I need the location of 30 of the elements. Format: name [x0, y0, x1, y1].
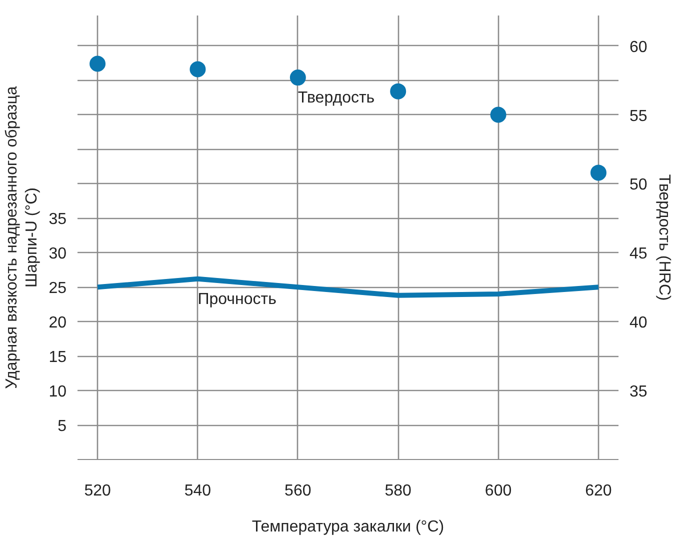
y2-tick-label: 55: [630, 108, 648, 125]
x-tick-label: 560: [284, 482, 312, 500]
y2-tick-label: 60: [630, 38, 648, 56]
y-tick-label: 30: [48, 246, 67, 263]
y-axis-title: Ударная вязкость надрезанного образца Шарпи-U (°C): [3, 86, 41, 389]
x-tick-label: 620: [585, 482, 612, 500]
y2-tick-label: 50: [630, 176, 648, 194]
series-label: Прочность: [198, 290, 276, 308]
y2-tick-label: 45: [630, 246, 648, 263]
x-tick-label: 520: [84, 482, 111, 500]
point: [190, 61, 206, 78]
y-tick-label: 15: [48, 349, 67, 366]
y2-tick-label: 40: [630, 314, 648, 332]
point: [390, 83, 406, 100]
point: [490, 106, 506, 123]
y2-axis-title: Твердость (HRC): [655, 174, 672, 301]
y-tick-label: 20: [48, 314, 67, 332]
series-label: Твердость: [298, 90, 375, 107]
y-tick-label: 5: [58, 418, 67, 436]
point: [90, 56, 106, 72]
x-tick-label: 600: [484, 482, 512, 500]
y-tick-label: 10: [48, 384, 67, 401]
x-axis-title: Температура закалки (°C): [252, 518, 444, 536]
y-tick-label: 25: [48, 280, 67, 298]
point: [590, 164, 606, 181]
point: [290, 70, 306, 86]
x-tick-label: 580: [384, 482, 412, 500]
y-tick-label: 35: [48, 211, 67, 228]
y2-tick-label: 35: [630, 384, 648, 401]
x-tick-label: 540: [184, 482, 212, 500]
